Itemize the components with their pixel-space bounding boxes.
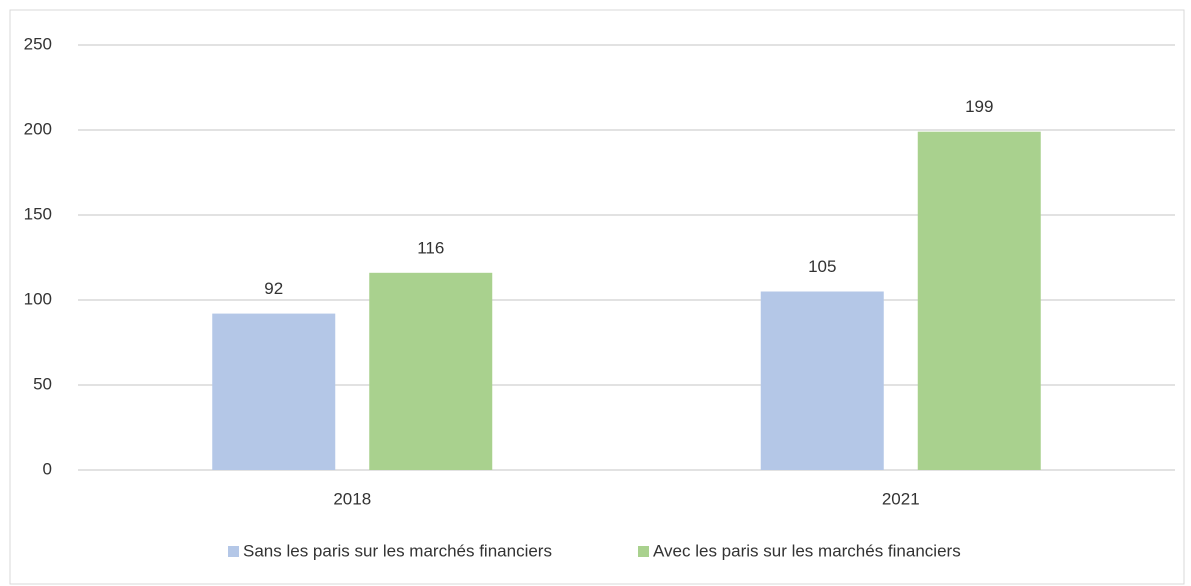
y-tick-label: 150: [24, 204, 52, 223]
y-tick-label: 0: [43, 459, 52, 478]
legend-swatch: [228, 546, 239, 557]
data-label: 92: [264, 279, 283, 298]
y-tick-label: 200: [24, 119, 52, 138]
legend-label: Sans les paris sur les marchés financier…: [243, 541, 552, 560]
data-label: 199: [965, 97, 993, 116]
x-tick-label: 2018: [333, 489, 371, 508]
data-label: 116: [417, 238, 444, 257]
bar: [369, 272, 493, 470]
y-tick-label: 100: [24, 289, 52, 308]
legend-label: Avec les paris sur les marchés financier…: [653, 541, 961, 560]
legend-swatch: [638, 546, 649, 557]
x-tick-label: 2021: [882, 489, 920, 508]
bar: [760, 291, 884, 470]
data-label: 105: [808, 257, 836, 276]
y-tick-label: 50: [33, 374, 52, 393]
bar: [917, 131, 1041, 470]
y-tick-label: 250: [24, 34, 52, 53]
bar: [212, 313, 336, 470]
